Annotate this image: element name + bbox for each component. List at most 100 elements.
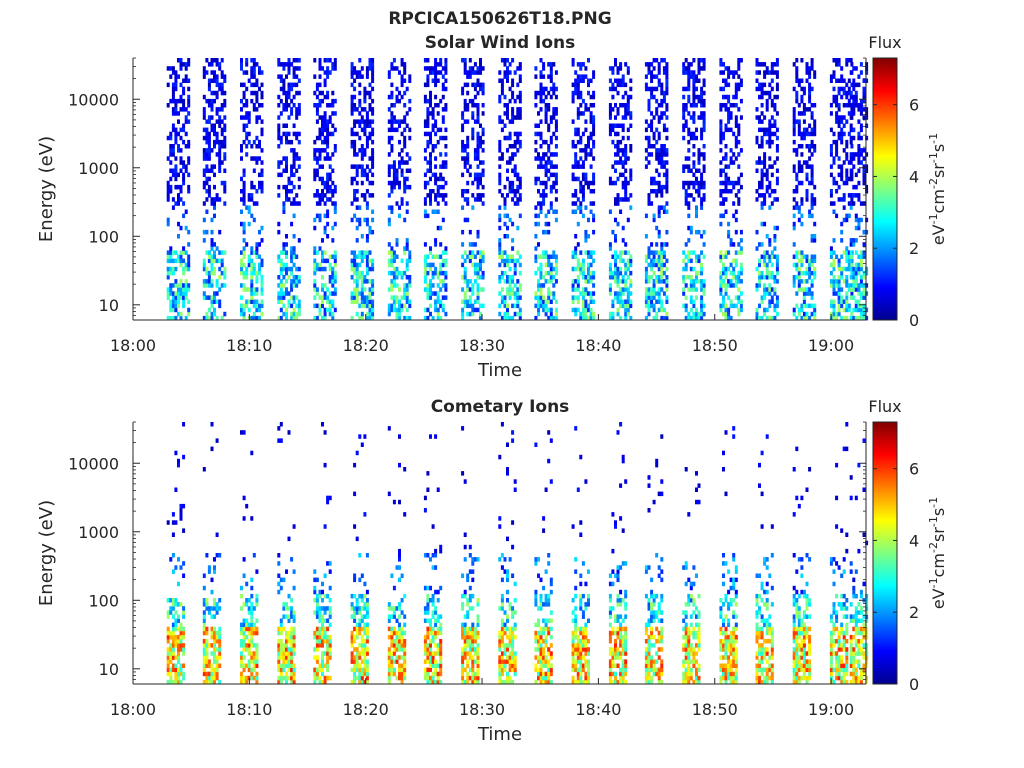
heatmap-cell — [792, 107, 796, 112]
heatmap-cell — [182, 503, 186, 509]
heatmap-cell — [174, 139, 178, 145]
heatmap-cell — [223, 152, 227, 157]
heatmap-cell — [292, 156, 296, 161]
heatmap-cell — [390, 111, 394, 116]
heatmap-cell — [476, 283, 480, 288]
heatmap-cell — [516, 131, 520, 137]
heatmap-cell — [657, 250, 661, 255]
heatmap-cell — [687, 86, 691, 92]
heatmap-cell — [331, 254, 335, 259]
heatmap-cell — [292, 295, 296, 300]
heatmap-cell — [471, 103, 475, 108]
heatmap-cell — [587, 291, 590, 296]
heatmap-cell — [862, 242, 866, 247]
heatmap-cell — [287, 70, 291, 75]
heatmap-cell — [387, 311, 391, 317]
heatmap-cell — [223, 266, 227, 272]
heatmap-cell — [697, 270, 701, 276]
heatmap-cell — [554, 189, 558, 194]
heatmap-cell — [498, 205, 502, 210]
heatmap-cell — [760, 94, 764, 100]
heatmap-cell — [187, 119, 191, 124]
heatmap-cell — [368, 315, 372, 321]
heatmap-cell — [850, 270, 854, 276]
heatmap-cell — [805, 176, 809, 182]
heatmap-cell — [587, 315, 590, 321]
heatmap-cell — [544, 254, 548, 259]
heatmap-cell — [429, 197, 432, 202]
heatmap-cell — [700, 197, 704, 202]
heatmap-cell — [169, 679, 173, 685]
heatmap-cell — [405, 287, 409, 292]
heatmap-cell — [245, 144, 249, 149]
heatmap-cell — [434, 58, 438, 63]
heatmap-cell — [506, 111, 509, 116]
heatmap-cell — [390, 307, 394, 313]
heatmap-cell — [395, 176, 399, 182]
heatmap-cell — [223, 144, 227, 149]
heatmap-cell — [539, 98, 543, 104]
heatmap-cell — [387, 221, 391, 227]
heatmap-cell — [498, 144, 502, 149]
heatmap-cell — [840, 315, 844, 321]
heatmap-cell — [326, 123, 330, 128]
heatmap-cell — [398, 98, 401, 104]
heatmap-cell — [365, 74, 369, 79]
heatmap-cell — [579, 66, 583, 71]
heatmap-cell — [611, 229, 615, 235]
heatmap-cell — [655, 291, 659, 296]
heatmap-cell — [734, 180, 738, 186]
heatmap-cell — [611, 66, 615, 71]
heatmap-cell — [695, 103, 698, 108]
heatmap-cell — [581, 315, 585, 321]
heatmap-cell — [621, 82, 625, 88]
heatmap-cell — [169, 254, 173, 259]
heatmap-cell — [554, 270, 558, 276]
heatmap-cell — [179, 107, 183, 112]
heatmap-cell — [852, 86, 856, 92]
heatmap-cell — [371, 307, 375, 313]
heatmap-cell — [279, 287, 283, 292]
heatmap-cell — [326, 152, 330, 157]
heatmap-cell — [207, 152, 211, 157]
heatmap-cell — [773, 234, 777, 239]
heatmap-cell — [734, 275, 738, 280]
heatmap-cell — [581, 74, 585, 79]
heatmap-cell — [423, 262, 427, 268]
heatmap-cell — [403, 291, 407, 296]
heatmap-cell — [652, 291, 656, 296]
heatmap-cell — [182, 103, 186, 108]
heatmap-cell — [727, 119, 731, 124]
heatmap-cell — [242, 193, 246, 198]
heatmap-cell — [544, 168, 548, 173]
heatmap-cell — [245, 303, 249, 309]
heatmap-cell — [581, 291, 585, 296]
heatmap-cell — [619, 160, 623, 165]
heatmap-cell — [773, 275, 777, 280]
heatmap-cell — [423, 156, 427, 161]
heatmap-cell — [479, 139, 482, 145]
heatmap-cell — [295, 275, 299, 280]
heatmap-cell — [614, 279, 617, 284]
heatmap-cell — [466, 103, 470, 108]
heatmap-cell — [179, 66, 183, 71]
heatmap-cell — [840, 270, 844, 276]
heatmap-cell — [182, 270, 186, 276]
heatmap-cell — [260, 311, 264, 317]
heatmap-cell — [277, 258, 281, 264]
heatmap-cell — [169, 307, 173, 313]
heatmap-cell — [360, 254, 364, 259]
heatmap-cell — [177, 295, 180, 300]
heatmap-cell — [250, 258, 254, 264]
heatmap-cell — [587, 279, 590, 284]
heatmap-cell — [611, 180, 615, 186]
heatmap-cell — [461, 311, 465, 317]
heatmap-cell — [245, 98, 249, 104]
heatmap-cell — [773, 238, 777, 243]
heatmap-cell — [739, 58, 743, 63]
heatmap-cell — [857, 107, 861, 112]
heatmap-cell — [290, 283, 294, 288]
heatmap-cell — [829, 303, 833, 309]
heatmap-cell — [773, 254, 777, 259]
heatmap-cell — [255, 115, 259, 120]
